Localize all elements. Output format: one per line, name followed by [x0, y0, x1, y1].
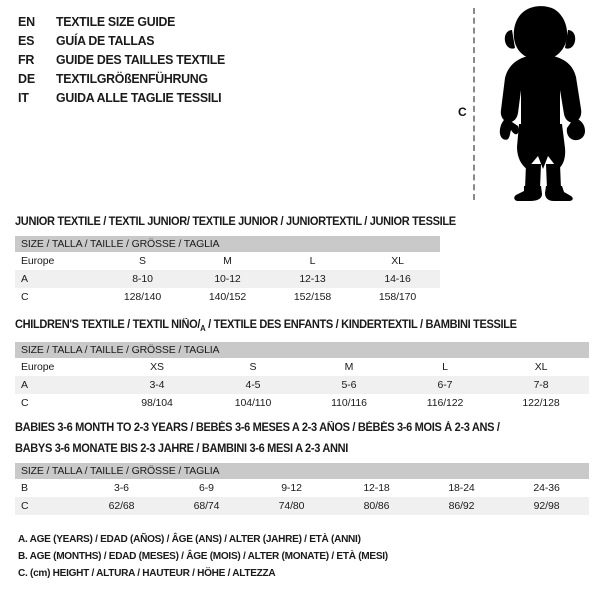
table-row: A 3-4 4-5 5-6 6-7 7-8 — [15, 376, 590, 394]
cell: 12-13 — [270, 270, 355, 288]
cell: XL — [355, 252, 441, 270]
size-table-junior: SIZE / TALLA / TAILLE / GRÖSSE / TAGLIA … — [15, 236, 441, 306]
section-babies-textile: BABIES 3-6 MONTH TO 2-3 YEARS / BEBÉS 3-… — [15, 421, 590, 515]
cell: 98/104 — [109, 394, 205, 412]
cell: XL — [493, 358, 590, 376]
table-header-row: SIZE / TALLA / TAILLE / GRÖSSE / TAGLIA — [15, 463, 590, 479]
row-label: C — [15, 394, 109, 412]
section-junior-textile: JUNIOR TEXTILE / TEXTIL JUNIOR/ TEXTILE … — [15, 215, 474, 306]
cell: 104/110 — [205, 394, 301, 412]
table-header-row: SIZE / TALLA / TAILLE / GRÖSSE / TAGLIA — [15, 342, 590, 358]
cell: 14-16 — [355, 270, 441, 288]
cell: L — [397, 358, 493, 376]
language-code-it: IT — [18, 91, 29, 105]
cell: 128/140 — [100, 288, 185, 306]
cell: 6-9 — [164, 479, 249, 497]
size-table-children: SIZE / TALLA / TAILLE / GRÖSSE / TAGLIA … — [15, 342, 590, 412]
size-table-babies: SIZE / TALLA / TAILLE / GRÖSSE / TAGLIA … — [15, 463, 590, 515]
cell: 5-6 — [301, 376, 397, 394]
legend-block: A. AGE (YEARS) / EDAD (AÑOS) / ÂGE (ANS)… — [18, 531, 403, 582]
cell: 140/152 — [185, 288, 270, 306]
language-row-en: EN TEXTILE SIZE GUIDE — [18, 12, 438, 31]
cell: 3-6 — [79, 479, 164, 497]
language-title-fr: GUIDE DES TAILLES TEXTILE — [56, 52, 225, 67]
cell: 18-24 — [419, 479, 504, 497]
cell: XS — [109, 358, 205, 376]
row-label: Europe — [15, 252, 100, 270]
table-row: Europe S M L XL — [15, 252, 441, 270]
language-code-en: EN — [18, 15, 35, 29]
legend-row-b: B. AGE (MONTHS) / EDAD (MESES) / ÂGE (MO… — [18, 550, 388, 562]
cell: 62/68 — [79, 497, 164, 515]
section-title-children-post: / TEXTILE DES ENFANTS / KINDERTEXTIL / B… — [205, 319, 517, 331]
row-label: B — [15, 479, 79, 497]
cell: M — [185, 252, 270, 270]
cell: 68/74 — [164, 497, 249, 515]
section-title-babies-line2: BABYS 3-6 MONATE BIS 2-3 JAHRE / BAMBINI… — [15, 443, 348, 455]
language-row-it: IT GUIDA ALLE TAGLIE TESSILI — [18, 88, 438, 107]
table-row: C 98/104 104/110 110/116 116/122 122/128 — [15, 394, 590, 412]
table-row: A 8-10 10-12 12-13 14-16 — [15, 270, 441, 288]
language-title-es: GUÍA DE TALLAS — [56, 33, 155, 48]
language-row-es: ES GUÍA DE TALLAS — [18, 31, 438, 50]
section-title-children: CHILDREN'S TEXTILE / TEXTIL NIÑO/A / TEX… — [15, 318, 566, 336]
cell: 4-5 — [205, 376, 301, 394]
row-label: C — [15, 288, 100, 306]
cell: M — [301, 358, 397, 376]
size-header-label: SIZE / TALLA / TAILLE / GRÖSSE / TAGLIA — [15, 342, 590, 358]
language-row-fr: FR GUIDE DES TAILLES TEXTILE — [18, 50, 438, 69]
language-title-en: TEXTILE SIZE GUIDE — [56, 14, 176, 29]
cell: 92/98 — [504, 497, 590, 515]
language-code-de: DE — [18, 72, 35, 86]
toddler-silhouette-icon — [499, 6, 585, 201]
language-code-es: ES — [18, 34, 35, 48]
table-row: C 128/140 140/152 152/158 158/170 — [15, 288, 441, 306]
table-row: B 3-6 6-9 9-12 12-18 18-24 24-36 — [15, 479, 590, 497]
cell: 7-8 — [493, 376, 590, 394]
section-title-children-pre: CHILDREN'S TEXTILE / TEXTIL NIÑO/ — [15, 319, 201, 331]
size-header-label: SIZE / TALLA / TAILLE / GRÖSSE / TAGLIA — [15, 463, 590, 479]
legend-row-a: A. AGE (YEARS) / EDAD (AÑOS) / ÂGE (ANS)… — [18, 533, 361, 545]
cell: 152/158 — [270, 288, 355, 306]
language-code-fr: FR — [18, 53, 35, 67]
cell: 24-36 — [504, 479, 590, 497]
cell: 12-18 — [334, 479, 419, 497]
cell: 6-7 — [397, 376, 493, 394]
section-title-junior: JUNIOR TEXTILE / TEXTIL JUNIOR/ TEXTILE … — [15, 216, 456, 228]
row-label: A — [15, 270, 100, 288]
cell: L — [270, 252, 355, 270]
section-childrens-textile: CHILDREN'S TEXTILE / TEXTIL NIÑO/A / TEX… — [15, 318, 590, 412]
section-title-babies-line1: BABIES 3-6 MONTH TO 2-3 YEARS / BEBÉS 3-… — [15, 422, 500, 434]
height-figure-block: C — [440, 0, 600, 210]
cell: S — [205, 358, 301, 376]
table-row: C 62/68 68/74 74/80 80/86 86/92 92/98 — [15, 497, 590, 515]
cell: 116/122 — [397, 394, 493, 412]
language-row-de: DE TEXTILGRÖßENFÜHRUNG — [18, 69, 438, 88]
language-header-block: EN TEXTILE SIZE GUIDE ES GUÍA DE TALLAS … — [18, 12, 438, 107]
cell: 10-12 — [185, 270, 270, 288]
cell: 3-4 — [109, 376, 205, 394]
height-dashed-line — [473, 8, 475, 200]
language-title-de: TEXTILGRÖßENFÜHRUNG — [56, 71, 208, 86]
row-label: Europe — [15, 358, 109, 376]
row-label: C — [15, 497, 79, 515]
cell: 86/92 — [419, 497, 504, 515]
height-measure-label: C — [458, 105, 467, 119]
cell: S — [100, 252, 185, 270]
size-header-label: SIZE / TALLA / TAILLE / GRÖSSE / TAGLIA — [15, 236, 441, 252]
legend-row-c: C. (cm) HEIGHT / ALTURA / HAUTEUR / HÖHE… — [18, 567, 276, 579]
cell: 9-12 — [249, 479, 334, 497]
language-title-it: GUIDA ALLE TAGLIE TESSILI — [56, 90, 222, 105]
cell: 80/86 — [334, 497, 419, 515]
cell: 122/128 — [493, 394, 590, 412]
cell: 8-10 — [100, 270, 185, 288]
table-header-row: SIZE / TALLA / TAILLE / GRÖSSE / TAGLIA — [15, 236, 441, 252]
row-label: A — [15, 376, 109, 394]
table-row: Europe XS S M L XL — [15, 358, 590, 376]
section-title-children-sub: A — [200, 324, 206, 333]
cell: 74/80 — [249, 497, 334, 515]
cell: 110/116 — [301, 394, 397, 412]
cell: 158/170 — [355, 288, 441, 306]
